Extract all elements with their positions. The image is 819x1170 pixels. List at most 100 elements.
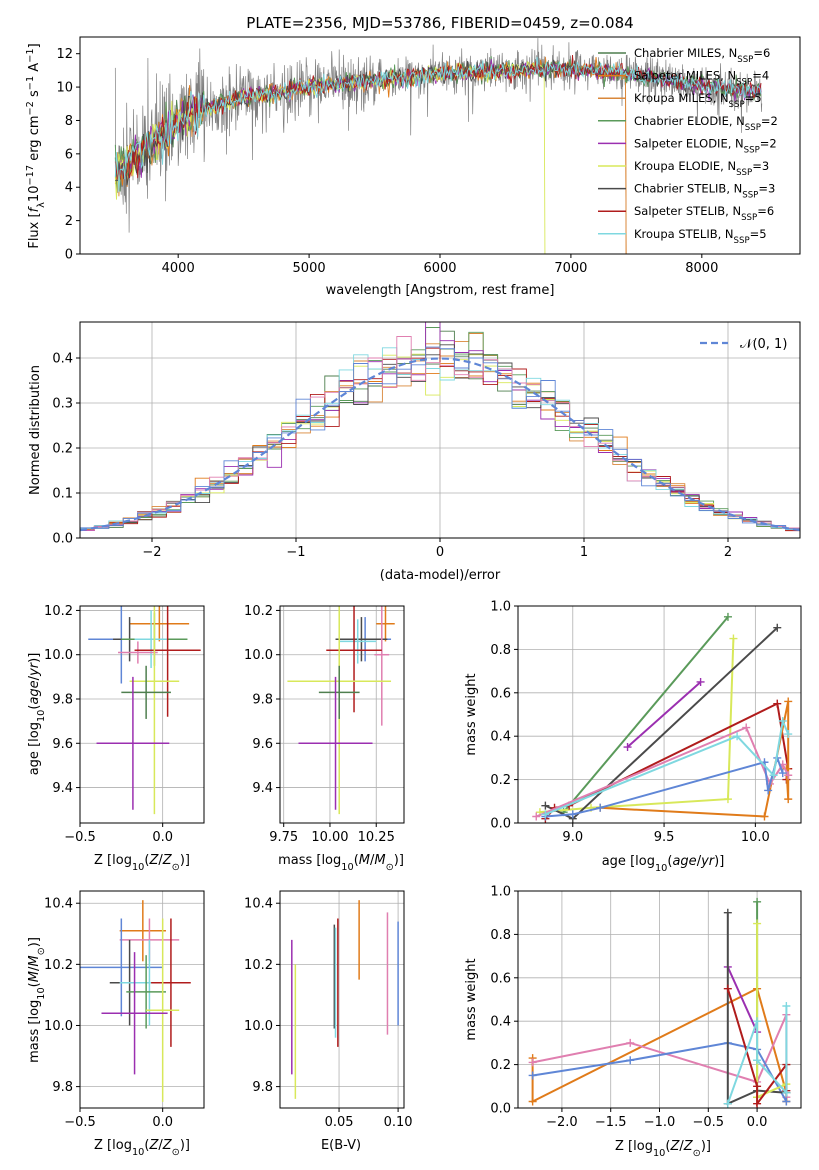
series-marker: [541, 801, 550, 810]
x-axis-label: wavelength [Angstrom, rest frame]: [326, 283, 555, 298]
y-tick-label: 9.4: [252, 781, 273, 796]
y-tick-label: 9.6: [252, 737, 273, 752]
x-tick-label: −1.0: [644, 1115, 676, 1130]
series-marker: [773, 699, 782, 708]
errorbar-point: [339, 619, 377, 664]
y-tick-label: 0.0: [490, 817, 511, 832]
y-tick-label: 9.8: [52, 1080, 73, 1095]
series-marker: [753, 1017, 762, 1026]
x-tick-label: 9.0: [562, 830, 583, 845]
histogram-step: [80, 336, 800, 531]
series-marker: [753, 897, 762, 906]
x-axis-label: (data-model)/error: [380, 568, 501, 583]
series-marker: [753, 1099, 762, 1108]
x-tick-label: 10.0: [741, 830, 770, 845]
y-tick-label: 0.8: [490, 928, 511, 943]
errorbar-point: [376, 606, 395, 642]
errorbar-point: [318, 665, 360, 719]
y-tick-label: 2: [65, 214, 73, 229]
y-axis-label: age [log10(age/yr)]: [27, 653, 47, 776]
series-marker: [784, 730, 793, 739]
series-marker: [782, 1097, 791, 1106]
errorbar-point: [335, 617, 388, 662]
plot-area: [287, 606, 395, 815]
y-tick-label: 10.0: [44, 1019, 73, 1034]
errorbar-point: [146, 918, 180, 1102]
y-tick-label: 10.2: [244, 958, 273, 973]
x-tick-label: −0.5: [693, 1115, 725, 1130]
model-spectrum: [114, 60, 546, 254]
errorbar-point: [298, 676, 373, 810]
y-tick-label: 8: [65, 114, 73, 129]
errorbar-point: [326, 606, 382, 713]
x-tick-label: 6000: [423, 261, 456, 276]
y-tick-label: 0.1: [52, 487, 73, 502]
plot-area: [80, 900, 191, 1102]
y-tick-label: 0.6: [490, 686, 511, 701]
legend-entry: Salpeter ELODIE, NSSP=2: [634, 136, 777, 155]
x-tick-label: 9.75: [269, 830, 298, 845]
legend-entry: Salpeter MILES, NSSP=4: [634, 69, 769, 88]
y-tick-label: 0.2: [490, 773, 511, 788]
series-marker: [596, 803, 605, 812]
series-marker: [528, 1097, 537, 1106]
age-weight-panel: 9.0 9.5 10.0 0.0 0.2 0.4 0.6 0.8 1.0: [490, 600, 802, 845]
x-tick-label: −2.0: [546, 1115, 578, 1130]
y-tick-label: 4: [65, 181, 73, 196]
y-tick-label: 0.8: [490, 643, 511, 658]
x-tick-label: 0.10: [384, 1115, 413, 1130]
y-tick-label: 9.8: [252, 1080, 273, 1095]
legend-entry: 𝒩(0, 1): [740, 337, 787, 352]
model-spectrum: [114, 57, 627, 254]
y-tick-label: 12: [56, 47, 73, 62]
series-marker: [723, 908, 732, 917]
series-marker: [723, 612, 732, 621]
series-marker: [760, 812, 769, 821]
series-line: [539, 638, 735, 814]
series-line: [726, 966, 759, 1033]
legend: Chabrier MILES, NSSP=6 Salpeter MILES, NS…: [598, 46, 778, 246]
axes-frame: [279, 605, 405, 824]
series-marker: [528, 1058, 537, 1067]
y-tick-label: 9.8: [52, 693, 73, 708]
residual-panel: −2 −1 0 1 2 0.0 0.1 0.2 0.3 0.4: [52, 321, 801, 560]
series-marker: [753, 1082, 762, 1091]
series-marker: [773, 623, 782, 632]
y-axis-label: mass [log10(M/M⊙)]: [27, 937, 47, 1063]
series-marker: [778, 717, 787, 726]
series-marker: [723, 984, 732, 993]
y-tick-label: 10.0: [244, 1019, 273, 1034]
series-line: [626, 681, 702, 748]
series-marker: [528, 1071, 537, 1080]
y-tick-label: 0.2: [490, 1058, 511, 1073]
legend-entry: Kroupa ELODIE, NSSP=3: [634, 159, 769, 178]
errorbar-point: [118, 641, 158, 664]
y-tick-label: 10.4: [244, 897, 273, 912]
series-marker: [742, 723, 751, 732]
series-marker: [769, 771, 778, 780]
series-marker: [753, 919, 762, 928]
x-axis-label: age [log10(age/yr)]: [602, 854, 725, 874]
series-marker: [784, 697, 793, 706]
plot-area: [114, 38, 763, 254]
chart-title: PLATE=2356, MJD=53786, FIBERID=0459, z=0…: [246, 14, 633, 32]
x-tick-label: 1: [580, 545, 588, 560]
y-tick-label: 10.0: [244, 648, 273, 663]
series-marker: [568, 810, 577, 819]
series-marker: [778, 769, 787, 778]
errorbar-point: [151, 918, 191, 1047]
y-tick-label: 0.0: [52, 532, 73, 547]
errorbar-point: [126, 955, 166, 1029]
y-axis-label: Flux [fλ10−17 erg cm−2 s−1 A−1]: [25, 43, 47, 248]
y-tick-label: 10.0: [44, 648, 73, 663]
errorbar-point: [80, 918, 163, 1017]
y-tick-label: 10.2: [244, 604, 273, 619]
z-age-panel: −0.5 0.0 9.4 9.6 9.8 10.0 10.2: [44, 604, 205, 845]
mass-age-panel: 9.75 10.00 10.25 9.4 9.6 9.8 10.0 10.2: [244, 604, 405, 845]
y-tick-label: 9.8: [252, 693, 273, 708]
x-axis-label: Z [log10(Z/Z⊙)]: [94, 853, 190, 873]
legend-entry: Chabrier STELIB, NSSP=3: [634, 182, 775, 201]
x-tick-label: −1.5: [595, 1115, 627, 1130]
x-tick-label: −0.5: [64, 1115, 96, 1130]
legend-entry: Kroupa STELIB, NSSP=5: [634, 227, 767, 246]
